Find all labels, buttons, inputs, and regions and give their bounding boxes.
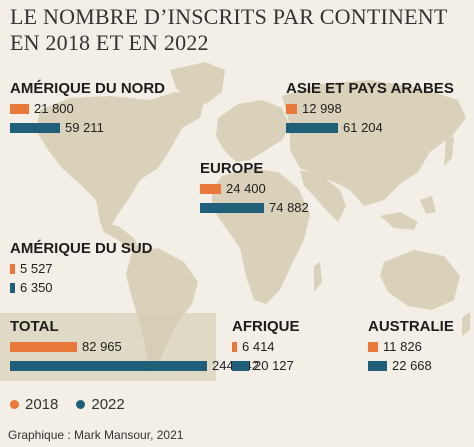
bar-row-2018: 21 800 <box>10 100 165 117</box>
bar-row-2022: 74 882 <box>200 199 309 216</box>
bar-2022 <box>200 202 264 213</box>
bar-2018 <box>286 103 297 114</box>
bar-row-2022: 22 668 <box>368 357 454 374</box>
data-label-2018: 21 800 <box>34 101 74 116</box>
region-name: TOTAL <box>10 318 59 335</box>
bar-2018 <box>10 341 77 352</box>
legend-label-2022: 2022 <box>91 396 125 413</box>
bar-row-2018: 12 998 <box>286 100 454 117</box>
bar-row-2018: 11 826 <box>368 338 454 355</box>
region-name: ASIE ET PAYS ARABES <box>286 80 454 97</box>
bar-row-2018: 24 400 <box>200 180 309 197</box>
bar-row-2022: 59 211 <box>10 119 165 136</box>
region-asia-arab-countries: ASIE ET PAYS ARABES 12 998 61 204 <box>286 80 454 136</box>
data-label-2022: 22 668 <box>392 358 432 373</box>
data-label-2022: 61 204 <box>343 120 383 135</box>
region-europe: EUROPE 24 400 74 882 <box>200 160 309 216</box>
region-south-america: AMÉRIQUE DU SUD 5 527 6 350 <box>10 240 153 296</box>
data-label-2018: 11 826 <box>383 339 422 354</box>
bar-row-2022: 20 127 <box>232 357 300 374</box>
region-name: AFRIQUE <box>232 318 300 335</box>
region-name: AMÉRIQUE DU NORD <box>10 80 166 97</box>
legend-item-2018: 2018 <box>10 396 58 413</box>
legend-swatch-2018 <box>10 400 19 409</box>
data-label-2022: 6 350 <box>20 280 53 295</box>
region-africa: AFRIQUE 6 414 20 127 <box>232 318 300 374</box>
legend: 2018 2022 <box>10 396 143 413</box>
region-name: AMÉRIQUE DU SUD <box>10 240 153 257</box>
bar-2022 <box>368 360 387 371</box>
bar-2018 <box>10 103 29 114</box>
region-name: AUSTRALIE <box>368 318 454 335</box>
data-label-2022: 59 211 <box>65 120 104 135</box>
data-label-2018: 5 527 <box>20 261 53 276</box>
data-label-2018: 6 414 <box>242 339 275 354</box>
bar-2022 <box>10 122 60 133</box>
data-label-2018: 82 965 <box>82 339 122 354</box>
bar-row-2022: 61 204 <box>286 119 454 136</box>
bar-row-2018: 5 527 <box>10 260 153 277</box>
bar-2018 <box>368 341 378 352</box>
bar-row-2018: 6 414 <box>232 338 300 355</box>
bar-row-2022: 244 442 <box>10 357 259 374</box>
bar-row-2018: 82 965 <box>10 338 259 355</box>
region-north-america: AMÉRIQUE DU NORD 21 800 59 211 <box>10 80 165 136</box>
region-australia: AUSTRALIE 11 826 22 668 <box>368 318 454 374</box>
bar-2022 <box>10 360 207 371</box>
bar-2022 <box>10 282 15 293</box>
legend-label-2018: 2018 <box>25 396 59 413</box>
data-label-2022: 74 882 <box>269 200 309 215</box>
data-label-2022: 20 127 <box>254 358 294 373</box>
bar-row-2022: 6 350 <box>10 279 153 296</box>
bar-2018 <box>232 341 237 352</box>
chart-title: LE NOMBRE D’INSCRITS PAR CONTINENT EN 20… <box>10 4 448 55</box>
chart-credit: Graphique : Mark Mansour, 2021 <box>8 428 184 442</box>
bar-2018 <box>10 263 15 274</box>
data-label-2018: 24 400 <box>226 181 266 196</box>
bar-2022 <box>286 122 338 133</box>
bar-2022 <box>232 360 249 371</box>
region-total: TOTAL 82 965 244 442 <box>10 318 259 374</box>
legend-item-2022: 2022 <box>76 396 125 413</box>
data-label-2018: 12 998 <box>302 101 342 116</box>
bar-2018 <box>200 183 221 194</box>
region-name: EUROPE <box>200 160 264 177</box>
legend-swatch-2022 <box>76 400 86 409</box>
